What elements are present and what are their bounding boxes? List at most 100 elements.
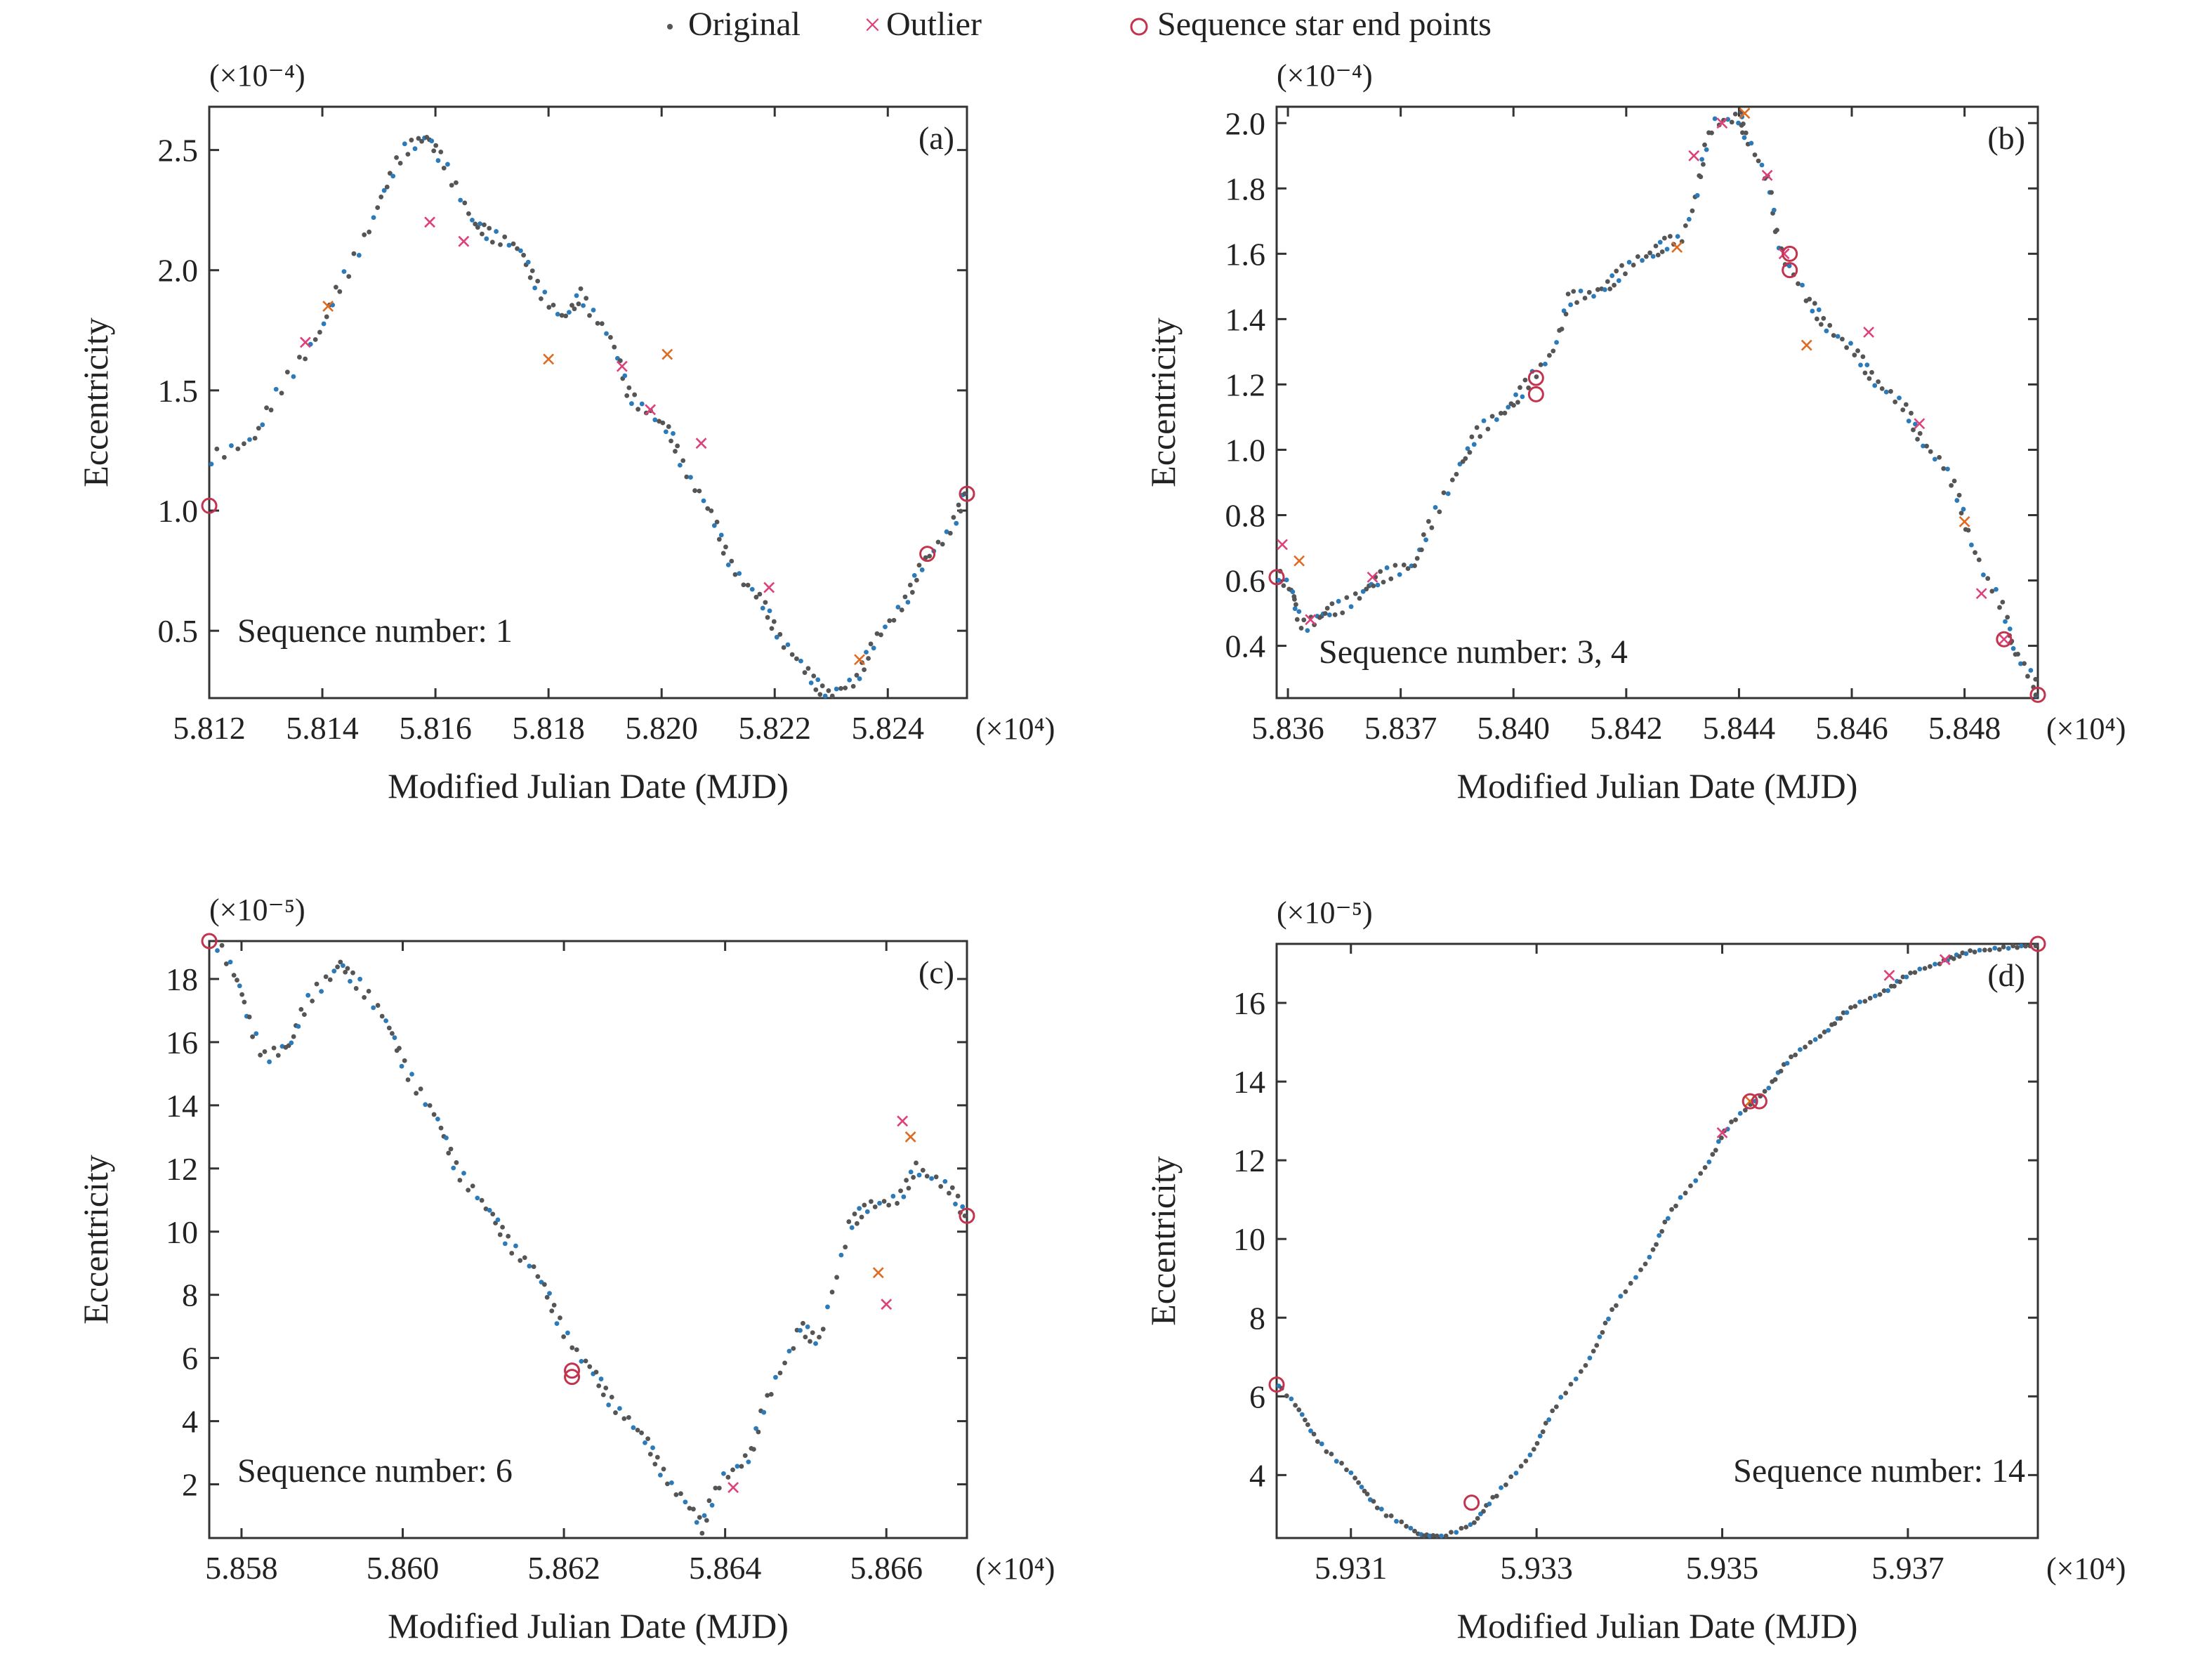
data-point [538, 296, 544, 301]
data-point [1534, 1440, 1540, 1446]
data-point [612, 344, 617, 350]
data-point [321, 321, 327, 327]
outlier-point [661, 348, 673, 360]
data-point [484, 236, 489, 242]
data-point [902, 594, 908, 600]
data-point [706, 1498, 712, 1504]
outliers [299, 216, 865, 666]
data-point [1855, 348, 1860, 353]
data-point [427, 1103, 433, 1108]
data-point [834, 686, 839, 692]
data-point [2019, 943, 2024, 949]
data-point [622, 373, 628, 379]
y-tick-label: 2.0 [158, 253, 199, 289]
data-point [621, 1416, 627, 1421]
data-point [353, 986, 359, 991]
data-point [254, 1031, 259, 1037]
data-point [371, 215, 376, 221]
y-multiplier: (×10⁻⁴) [209, 58, 305, 93]
data-point [1664, 247, 1670, 252]
data-point [409, 1072, 414, 1077]
data-point [1609, 1307, 1615, 1313]
data-point [1945, 466, 1950, 472]
data-point [2033, 943, 2039, 949]
data-point [895, 1201, 900, 1206]
data-point [542, 289, 548, 295]
data-point [527, 1263, 532, 1269]
data-point [1869, 369, 1874, 375]
data-point [777, 631, 783, 637]
sequence-endpoints [201, 933, 975, 1386]
data-point [1302, 1417, 1308, 1423]
data-point [1921, 443, 1925, 449]
x-tick-label: 5.822 [738, 710, 811, 746]
data-point [1867, 995, 1873, 1001]
data-point [1963, 951, 1969, 957]
data-point [1638, 1267, 1643, 1273]
data-point [1678, 1195, 1683, 1200]
data-point [607, 334, 613, 340]
data-point [446, 1150, 452, 1156]
data-point [1371, 1499, 1376, 1504]
data-point [819, 683, 825, 688]
data-point [742, 1453, 748, 1459]
y-tick-label: 14 [1233, 1064, 1265, 1100]
outlier-point [1277, 539, 1288, 551]
data-point [1702, 1165, 1708, 1170]
data-point [704, 1518, 709, 1523]
x-tick-label: 5.862 [527, 1550, 600, 1586]
data-point [805, 666, 811, 671]
data-point [798, 1328, 803, 1333]
data-point [1928, 449, 1933, 454]
sequence-label: Sequence number: 1 [237, 612, 513, 650]
endpoint-marker [919, 546, 936, 563]
data-point [1867, 376, 1872, 381]
data-point [829, 693, 835, 699]
data-point [1832, 1021, 1838, 1026]
data-point [362, 994, 367, 1000]
data-point [1793, 1052, 1798, 1058]
data-point [392, 1035, 397, 1040]
data-point [2025, 673, 2030, 679]
data-point [654, 1454, 660, 1460]
data-point [260, 422, 265, 428]
data-point [803, 1334, 808, 1340]
data-point [645, 1436, 651, 1442]
data-point [445, 162, 450, 167]
data-point [1305, 628, 1310, 633]
data-point [581, 303, 586, 308]
x-tick-label: 5.818 [512, 710, 585, 746]
data-point [1968, 948, 1973, 954]
endpoint-marker [1268, 1376, 1285, 1393]
data-point [1808, 1039, 1813, 1045]
data-point [1857, 999, 1863, 1005]
y-tick-label: 0.8 [1225, 497, 1266, 533]
data-point [647, 1452, 653, 1457]
data-point [657, 419, 661, 424]
data-point [570, 303, 574, 308]
data-point [916, 563, 922, 568]
data-point [1654, 1242, 1659, 1247]
data-point [331, 968, 337, 974]
data-point [1551, 348, 1556, 354]
data-point [1348, 604, 1354, 610]
data-point [1909, 410, 1914, 416]
data-point [279, 390, 284, 396]
data-point [1912, 970, 1918, 975]
data-point [1831, 333, 1836, 339]
data-point [405, 1077, 411, 1082]
data-point [1709, 130, 1714, 136]
data-point [811, 673, 817, 678]
outlier-point [897, 1115, 909, 1127]
data-point [1602, 287, 1607, 292]
data-point [535, 1274, 541, 1280]
data-point [1364, 586, 1369, 592]
outlier-point [1998, 633, 2010, 645]
x-tick-label: 5.840 [1477, 710, 1550, 746]
data-point [1594, 1343, 1600, 1348]
panel-d: 5.931 5.933 5.935 5.937 4 6 8 10 12 14 16 (×10⁻⁵) (×… [1143, 895, 2126, 1645]
data-point [383, 1018, 388, 1023]
data-point [697, 488, 702, 494]
outlier-point [1914, 418, 1925, 430]
data-point [598, 1376, 604, 1381]
